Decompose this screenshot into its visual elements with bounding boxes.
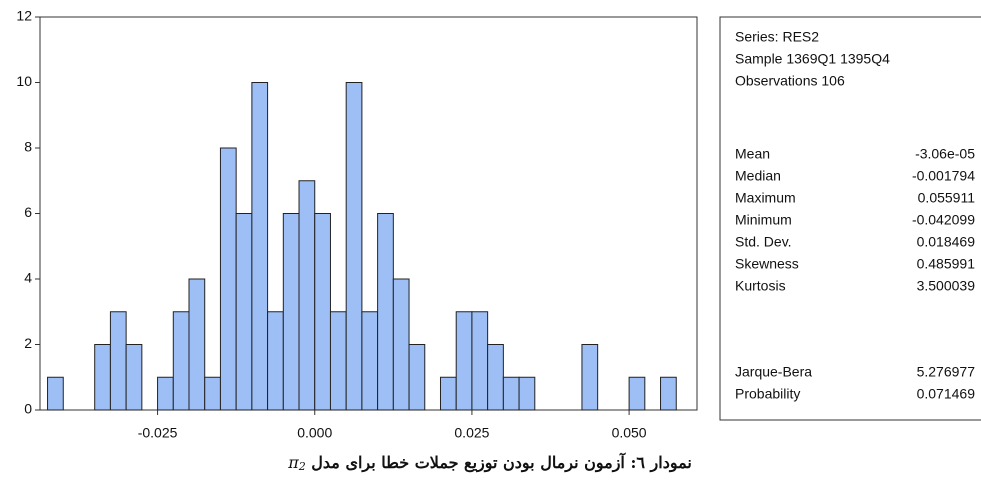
- stat-name: Kurtosis: [735, 278, 786, 294]
- stat-value: 0.071469: [917, 386, 976, 402]
- bar: [345, 82, 363, 411]
- bar: [219, 147, 237, 411]
- stat-name: Probability: [735, 386, 800, 402]
- stats-header: Observations 106: [735, 73, 845, 89]
- caption: نمودار ٦: آزمون نرمال بودن توزیع جملات خ…: [287, 451, 692, 474]
- bar: [439, 376, 457, 411]
- stats-header: Series: RES2: [735, 29, 819, 45]
- stat-value: 5.276977: [917, 364, 976, 380]
- bar: [109, 311, 127, 411]
- y-tick-label: 4: [24, 270, 32, 286]
- stat-value: -0.042099: [912, 212, 975, 228]
- bar: [188, 278, 206, 411]
- y-tick-label: 8: [24, 139, 32, 155]
- y-tick-label: 6: [24, 204, 32, 220]
- bar: [298, 180, 316, 411]
- bar: [660, 376, 677, 411]
- bar: [251, 82, 269, 411]
- bar: [455, 311, 473, 411]
- stat-name: Jarque-Bera: [735, 364, 812, 380]
- bar: [125, 344, 143, 411]
- bar: [282, 213, 300, 411]
- bar: [518, 376, 536, 411]
- stat-value: 0.055911: [918, 190, 976, 206]
- stat-value: -0.001794: [912, 168, 975, 184]
- bar: [377, 213, 394, 411]
- bar: [471, 311, 489, 411]
- x-tick-label: -0.025: [138, 425, 178, 441]
- bar: [329, 311, 347, 411]
- bar: [392, 278, 410, 411]
- stat-name: Maximum: [735, 190, 796, 206]
- y-tick-label: 10: [16, 73, 32, 89]
- bar: [47, 376, 64, 411]
- x-tick-label: 0.050: [612, 425, 647, 441]
- stat-name: Median: [735, 168, 781, 184]
- bar: [204, 376, 221, 411]
- bar: [314, 213, 331, 411]
- stat-name: Std. Dev.: [735, 234, 792, 250]
- caption-subscript: 2: [298, 460, 306, 473]
- stat-value: 3.500039: [917, 278, 976, 294]
- stats-frame: [719, 16, 981, 421]
- bar: [628, 376, 646, 411]
- stat-name: Minimum: [735, 212, 792, 228]
- y-tick-label: 2: [24, 335, 32, 351]
- bar: [267, 311, 284, 411]
- bar: [94, 344, 111, 411]
- y-tick-label: 0: [24, 401, 32, 417]
- bar: [581, 344, 599, 411]
- bar: [502, 376, 520, 411]
- bar: [361, 311, 379, 411]
- stat-value: 0.018469: [917, 234, 976, 250]
- stat-value: -3.06e-05: [915, 146, 975, 162]
- y-tick-label: 12: [16, 8, 32, 24]
- caption-text: نمودار ٦: آزمون نرمال بودن توزیع جملات خ…: [311, 451, 692, 473]
- stats-header: Sample 1369Q1 1395Q4: [735, 51, 890, 67]
- bar: [157, 376, 174, 411]
- stat-name: Skewness: [735, 256, 799, 272]
- caption-symbol: π: [287, 453, 299, 472]
- bar: [172, 311, 190, 411]
- stat-value: 0.485991: [917, 256, 976, 272]
- x-tick-label: 0.025: [454, 425, 489, 441]
- bar: [487, 344, 504, 411]
- bar: [235, 213, 253, 411]
- x-tick-label: 0.000: [297, 425, 332, 441]
- bar: [408, 344, 426, 411]
- stat-name: Mean: [735, 146, 770, 162]
